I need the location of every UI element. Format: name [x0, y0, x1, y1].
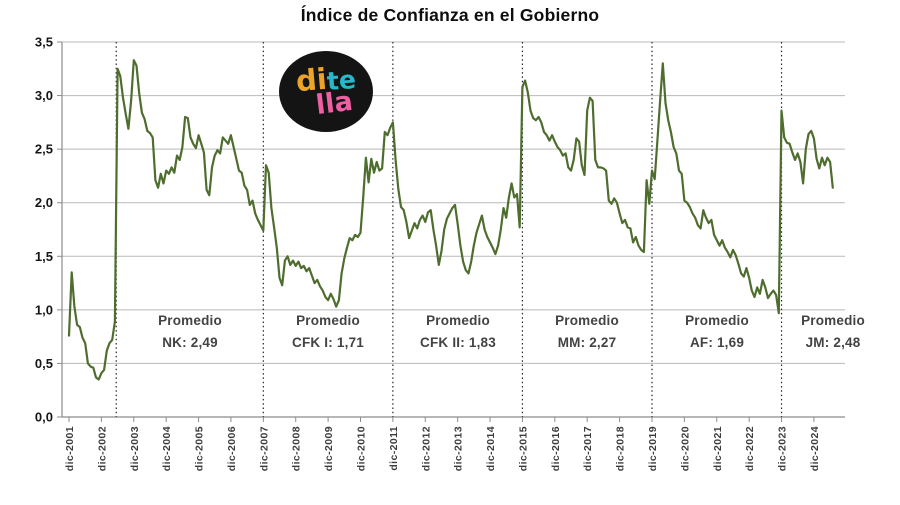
svg-text:0,0: 0,0: [35, 410, 53, 425]
svg-text:dic-2005: dic-2005: [194, 426, 206, 471]
svg-text:dic-2009: dic-2009: [323, 426, 335, 471]
period-average-value: MM: 2,27: [557, 335, 617, 350]
svg-text:dic-2007: dic-2007: [258, 426, 270, 471]
period-average-label: Promedio CFK II: 1,83: [393, 313, 523, 350]
svg-text:dic-2015: dic-2015: [517, 426, 529, 471]
svg-text:dic-2014: dic-2014: [485, 426, 497, 471]
svg-text:0,5: 0,5: [35, 356, 53, 371]
svg-text:dic-2006: dic-2006: [226, 426, 238, 471]
svg-text:dic-2002: dic-2002: [96, 426, 108, 471]
period-average-word: Promedio: [685, 313, 749, 328]
period-average-word: Promedio: [555, 313, 619, 328]
svg-text:dic-2008: dic-2008: [291, 426, 303, 471]
period-average-label: Promedio CFK I: 1,71: [263, 313, 393, 350]
period-average-value: AF: 1,69: [689, 335, 745, 350]
period-average-word: Promedio: [801, 313, 865, 328]
svg-text:dic-2012: dic-2012: [420, 426, 432, 471]
period-average-word: Promedio: [158, 313, 222, 328]
svg-text:dic-2024: dic-2024: [809, 426, 821, 471]
period-average-label: Promedio AF: 1,69: [652, 313, 782, 350]
period-average-label: Promedio JM: 2,48: [768, 313, 898, 350]
svg-text:dic-2019: dic-2019: [647, 426, 659, 471]
svg-text:dic-2011: dic-2011: [388, 426, 400, 471]
svg-text:1,5: 1,5: [35, 249, 53, 264]
chart-title: Índice de Confianza en el Gobierno: [300, 5, 600, 25]
svg-text:dic-2001: dic-2001: [64, 426, 76, 471]
svg-text:dic-2021: dic-2021: [712, 426, 724, 471]
svg-text:dic-2003: dic-2003: [129, 426, 141, 471]
period-average-value: NK: 2,49: [162, 335, 218, 350]
svg-text:dic-2017: dic-2017: [582, 426, 594, 471]
svg-text:3,0: 3,0: [35, 88, 53, 103]
logo-text-lla: lla: [313, 85, 355, 122]
period-average-word: Promedio: [296, 313, 360, 328]
period-average-value: CFK II: 1,83: [420, 335, 496, 350]
period-average-label: Promedio MM: 2,27: [522, 313, 652, 350]
svg-text:dic-2020: dic-2020: [679, 426, 691, 471]
period-average-value: JM: 2,48: [805, 335, 861, 350]
svg-text:3,5: 3,5: [35, 35, 53, 50]
svg-text:dic-2013: dic-2013: [453, 426, 465, 471]
svg-text:1,0: 1,0: [35, 302, 53, 317]
svg-text:dic-2004: dic-2004: [161, 426, 173, 471]
svg-text:dic-2018: dic-2018: [615, 426, 627, 471]
svg-text:dic-2016: dic-2016: [550, 426, 562, 471]
ditella-logo: di te lla: [280, 52, 372, 131]
period-average-label: Promedio NK: 2,49: [125, 313, 255, 350]
ditella-logo-row2: lla: [313, 85, 355, 122]
svg-text:dic-2023: dic-2023: [777, 426, 789, 471]
svg-text:2,0: 2,0: [35, 195, 53, 210]
svg-text:dic-2022: dic-2022: [744, 426, 756, 471]
svg-text:2,5: 2,5: [35, 142, 53, 157]
period-average-value: CFK I: 1,71: [292, 335, 364, 350]
svg-text:dic-2010: dic-2010: [355, 426, 367, 471]
period-average-word: Promedio: [426, 313, 490, 328]
